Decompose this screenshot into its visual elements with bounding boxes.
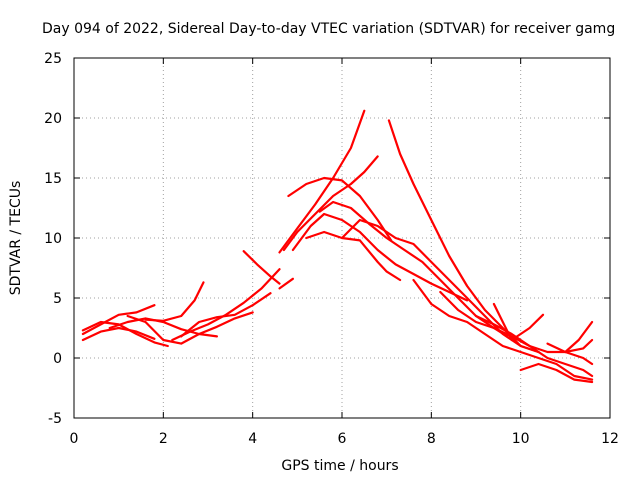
x-tick-label: 2 [159,431,168,447]
series-arc-25 [564,320,594,354]
series-arc-13 [287,176,393,242]
x-tick-label: 6 [338,431,347,447]
series-arc-6 [144,281,205,322]
series-arc-20 [439,290,594,378]
y-tick-label: 20 [44,111,62,127]
series-arc-3 [81,320,169,348]
series-arc-14 [291,212,469,302]
series-arc-2 [81,326,156,342]
x-tick-label: 12 [601,431,619,447]
series-arc-10 [278,277,294,290]
y-tick-label: 25 [44,51,62,67]
x-tick-label: 4 [248,431,257,447]
axis-ticks [73,57,611,419]
x-axis-label: GPS time / hours [281,458,398,474]
series-arc-22 [492,302,545,342]
y-tick-label: 5 [53,291,62,307]
y-axis-label: SDTVAR / TECUs [8,181,24,296]
series-arc-12 [282,155,379,252]
series-arc-17 [340,218,540,354]
series-arc-24 [546,338,594,354]
x-tick-label: 0 [70,431,79,447]
x-tick-labels: 0 2 4 6 8 10 12 [70,431,619,447]
y-tick-label: 10 [44,231,62,247]
y-tick-label: -5 [48,411,62,427]
y-tick-labels: -5 0 5 10 15 20 25 [44,51,62,427]
y-tick-label: 15 [44,171,62,187]
x-tick-label: 8 [427,431,436,447]
series-arc-19 [412,278,594,381]
series-arc-7 [171,268,281,342]
y-tick-label: 0 [53,351,62,367]
series-arc-21 [474,314,594,366]
series-arc-1 [81,304,156,336]
x-tick-label: 10 [512,431,530,447]
data-series [81,109,594,384]
series-arc-18 [387,119,540,354]
series-arc-11 [278,109,366,254]
series-arc-23 [519,362,594,384]
series-arc-15 [305,230,402,282]
series-arc-9 [242,250,281,285]
series-arc-8 [180,292,272,338]
series-arc-16 [318,200,509,338]
chart-title: Day 094 of 2022, Sidereal Day-to-day VTE… [42,21,615,37]
series-arc-5 [126,311,254,345]
